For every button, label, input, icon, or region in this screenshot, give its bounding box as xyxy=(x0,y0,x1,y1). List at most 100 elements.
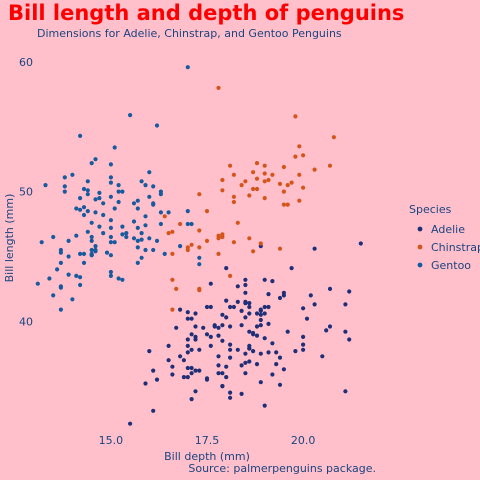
data-point xyxy=(131,219,137,224)
data-point xyxy=(251,349,256,354)
data-point xyxy=(185,209,190,214)
data-point xyxy=(47,276,52,281)
data-point xyxy=(74,206,79,211)
data-point xyxy=(239,323,244,328)
data-point xyxy=(293,154,298,159)
data-point xyxy=(185,221,190,227)
data-point xyxy=(93,157,98,162)
legend-label-adelie: Adelie xyxy=(431,223,465,236)
data-point xyxy=(220,232,225,237)
data-point xyxy=(262,163,267,168)
data-point xyxy=(327,286,333,291)
data-point xyxy=(93,210,98,215)
data-point xyxy=(189,347,194,352)
data-point xyxy=(178,354,183,359)
series-adelie xyxy=(128,241,363,426)
data-point xyxy=(220,371,225,376)
data-point xyxy=(243,290,248,295)
data-point xyxy=(262,403,267,408)
data-point xyxy=(208,334,213,339)
data-point xyxy=(331,135,336,140)
legend-title: Species xyxy=(409,203,452,216)
data-point xyxy=(66,254,71,259)
data-point xyxy=(178,244,183,249)
data-point xyxy=(147,236,152,241)
data-point xyxy=(154,377,160,382)
data-point xyxy=(174,286,179,291)
data-point xyxy=(343,302,348,307)
data-point xyxy=(251,249,256,254)
data-point xyxy=(281,367,286,372)
data-point xyxy=(301,306,306,311)
data-point xyxy=(216,85,221,90)
data-point xyxy=(220,188,225,193)
data-point xyxy=(170,229,175,234)
data-point xyxy=(181,358,186,363)
data-point xyxy=(185,310,190,315)
data-point xyxy=(301,342,306,347)
data-point xyxy=(258,323,263,328)
data-point xyxy=(189,316,194,321)
data-point xyxy=(189,332,194,337)
data-point xyxy=(58,250,64,255)
data-point xyxy=(108,273,113,278)
data-point xyxy=(220,312,225,317)
data-point xyxy=(143,381,148,386)
data-point xyxy=(216,333,221,338)
data-point xyxy=(343,389,348,394)
data-point xyxy=(101,212,106,218)
data-point xyxy=(235,284,240,289)
data-point xyxy=(258,312,263,317)
data-point xyxy=(266,177,271,183)
data-point xyxy=(66,272,71,277)
data-point xyxy=(93,197,98,202)
data-point xyxy=(85,209,90,214)
data-point xyxy=(204,332,210,337)
data-point xyxy=(289,266,294,271)
data-point xyxy=(262,336,267,341)
data-point xyxy=(89,220,94,225)
data-point xyxy=(104,250,110,255)
data-point xyxy=(204,238,210,243)
data-point xyxy=(208,304,213,310)
data-point xyxy=(247,359,252,364)
data-point xyxy=(62,184,67,189)
data-point xyxy=(254,333,260,338)
data-point xyxy=(185,316,190,321)
data-point xyxy=(208,343,213,348)
data-point xyxy=(251,186,256,192)
data-point xyxy=(277,295,283,301)
data-point xyxy=(139,255,144,260)
data-point xyxy=(224,364,229,369)
data-point xyxy=(224,266,229,271)
y-tick-label: 40 xyxy=(19,315,33,328)
y-axis-ticks: 40 50 60 xyxy=(19,56,33,328)
data-point xyxy=(178,307,183,312)
data-point xyxy=(89,247,94,253)
data-point xyxy=(270,172,275,177)
data-point xyxy=(343,329,348,334)
data-point xyxy=(154,238,160,243)
data-point xyxy=(58,260,64,265)
data-point xyxy=(231,172,236,177)
data-point xyxy=(254,311,260,316)
data-point xyxy=(81,260,87,265)
data-point xyxy=(185,245,190,250)
data-point xyxy=(251,170,256,175)
data-point xyxy=(228,273,233,278)
data-point xyxy=(197,255,202,260)
data-point xyxy=(85,192,90,197)
data-point xyxy=(243,299,248,304)
data-point xyxy=(158,192,163,197)
data-point xyxy=(193,389,198,394)
data-point xyxy=(239,308,244,313)
legend-label-chinstrap: Chinstrap xyxy=(431,241,480,254)
data-point xyxy=(228,355,233,360)
data-point xyxy=(131,201,137,206)
data-point xyxy=(243,277,248,282)
data-point xyxy=(281,290,286,295)
data-point xyxy=(301,347,306,352)
data-point xyxy=(262,311,267,316)
